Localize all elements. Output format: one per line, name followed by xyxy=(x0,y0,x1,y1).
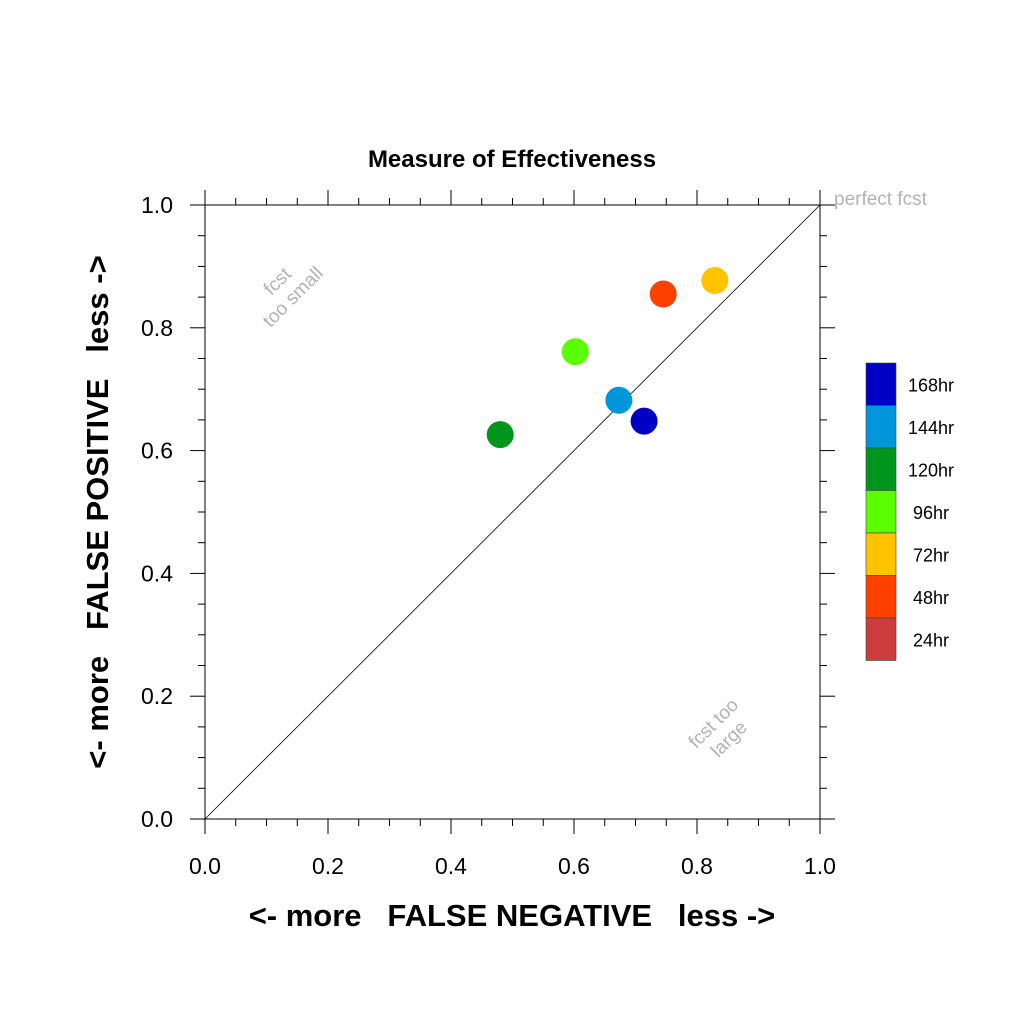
perfect-forecast-annotation: perfect fcst xyxy=(834,189,928,210)
legend-swatch-144hr xyxy=(865,405,897,449)
data-point-72hr xyxy=(701,267,729,295)
data-point-48hr xyxy=(649,280,677,308)
x-tick-label: 1.0 xyxy=(804,853,836,879)
y-tick-label: 0.0 xyxy=(141,806,173,832)
legend-swatch-72hr xyxy=(865,532,897,576)
data-point-96hr xyxy=(561,338,589,366)
y-tick-label: 1.0 xyxy=(141,192,173,218)
chart-title: Measure of Effectiveness xyxy=(368,146,656,173)
x-tick-label: 0.4 xyxy=(435,853,467,879)
legend-swatch-48hr xyxy=(865,575,897,619)
data-point-144hr xyxy=(605,386,633,414)
legend-swatch-24hr xyxy=(865,617,897,661)
legend-swatch-168hr xyxy=(865,362,897,406)
too-large-annotation: fcst too large xyxy=(685,695,752,762)
y-tick-label: 0.2 xyxy=(141,683,173,709)
legend-label-144hr: 144hr xyxy=(908,418,954,438)
legend-swatch-120hr xyxy=(865,447,897,491)
too-small-line-2: too small xyxy=(259,263,328,332)
y-tick-label: 0.8 xyxy=(141,315,173,341)
diagonal-line xyxy=(204,204,821,820)
legend-label-96hr: 96hr xyxy=(913,503,949,523)
data-point-168hr xyxy=(630,407,658,435)
legend-label-120hr: 120hr xyxy=(908,460,954,480)
y-tick-label: 0.4 xyxy=(141,560,173,586)
legend: 168hr 144hr 120hr 96hr 72hr 48hr 24hr xyxy=(865,362,954,661)
x-axis-title: <- more FALSE NEGATIVE less -> xyxy=(249,898,776,933)
axis-ticks xyxy=(190,190,835,834)
x-tick-label: 0.0 xyxy=(189,853,221,879)
y-tick-label: 0.6 xyxy=(141,438,173,464)
data-point-120hr xyxy=(486,421,514,449)
y-axis-title: <- more FALSE POSITIVE less -> xyxy=(80,255,115,768)
legend-label-48hr: 48hr xyxy=(913,588,949,608)
x-tick-label: 0.2 xyxy=(312,853,344,879)
plot-area: 0.0 0.2 0.4 0.6 0.8 1.0 0.0 0.2 0.4 0.6 0.8 1.0 xyxy=(141,190,836,879)
x-tick-label: 0.8 xyxy=(681,853,713,879)
legend-label-72hr: 72hr xyxy=(913,545,949,565)
too-small-annotation: fcst too small xyxy=(259,263,328,332)
legend-label-168hr: 168hr xyxy=(908,375,954,395)
x-tick-label: 0.6 xyxy=(558,853,590,879)
legend-swatch-96hr xyxy=(865,490,897,534)
legend-label-24hr: 24hr xyxy=(913,630,949,650)
